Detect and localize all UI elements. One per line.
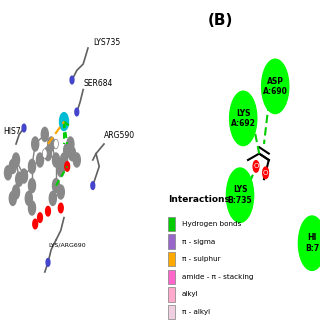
- Circle shape: [48, 137, 55, 151]
- Text: HI
B:7: HI B:7: [305, 234, 319, 253]
- Circle shape: [44, 147, 52, 161]
- Circle shape: [16, 172, 23, 186]
- Circle shape: [67, 137, 74, 151]
- FancyBboxPatch shape: [168, 269, 175, 284]
- Circle shape: [20, 169, 28, 183]
- Circle shape: [12, 153, 20, 167]
- FancyBboxPatch shape: [168, 217, 175, 231]
- Circle shape: [22, 124, 26, 132]
- Circle shape: [28, 179, 36, 193]
- Circle shape: [52, 153, 60, 167]
- Circle shape: [57, 163, 64, 177]
- Text: Hydrogen bonds: Hydrogen bonds: [182, 221, 241, 227]
- Circle shape: [91, 182, 95, 189]
- Circle shape: [28, 159, 36, 173]
- Circle shape: [261, 59, 289, 114]
- Circle shape: [9, 159, 16, 173]
- Circle shape: [298, 216, 320, 270]
- Circle shape: [9, 191, 16, 205]
- Circle shape: [41, 127, 48, 141]
- Circle shape: [4, 166, 12, 180]
- Text: LYS
A:692: LYS A:692: [231, 109, 256, 128]
- Circle shape: [68, 147, 76, 161]
- Text: π - sigma: π - sigma: [182, 239, 215, 244]
- Circle shape: [38, 213, 43, 222]
- Text: π - alkyl: π - alkyl: [182, 309, 210, 315]
- Text: LYS/ARG690: LYS/ARG690: [48, 243, 86, 247]
- Circle shape: [12, 185, 20, 199]
- Circle shape: [54, 139, 58, 149]
- Circle shape: [43, 149, 47, 158]
- Circle shape: [227, 168, 253, 222]
- Circle shape: [73, 153, 80, 167]
- Circle shape: [36, 153, 44, 167]
- Circle shape: [52, 179, 60, 193]
- Circle shape: [75, 108, 79, 116]
- Text: π - sulphur: π - sulphur: [182, 256, 220, 262]
- Circle shape: [46, 259, 50, 266]
- Circle shape: [28, 201, 36, 215]
- Text: (B): (B): [208, 13, 234, 28]
- FancyBboxPatch shape: [168, 305, 175, 319]
- Circle shape: [33, 219, 38, 229]
- Text: O: O: [253, 164, 259, 169]
- FancyBboxPatch shape: [168, 287, 175, 301]
- Text: Interactions: Interactions: [168, 195, 230, 204]
- Text: alkyl: alkyl: [182, 292, 198, 297]
- FancyBboxPatch shape: [168, 234, 175, 249]
- Circle shape: [58, 203, 63, 213]
- Text: O: O: [263, 170, 268, 176]
- Circle shape: [49, 191, 56, 205]
- Text: SER684: SER684: [83, 79, 113, 88]
- Text: LYS
B:735: LYS B:735: [228, 186, 252, 205]
- Circle shape: [263, 167, 268, 179]
- FancyBboxPatch shape: [168, 252, 175, 266]
- Circle shape: [65, 162, 70, 171]
- Circle shape: [32, 137, 39, 151]
- Circle shape: [57, 185, 64, 199]
- Text: ARG590: ARG590: [104, 131, 135, 140]
- Circle shape: [230, 91, 257, 146]
- Circle shape: [60, 113, 68, 131]
- Circle shape: [70, 76, 74, 84]
- Circle shape: [25, 191, 32, 205]
- Circle shape: [64, 143, 71, 157]
- Circle shape: [60, 153, 68, 167]
- Text: LYS735: LYS735: [93, 38, 120, 47]
- Text: HIS7: HIS7: [3, 127, 21, 136]
- Text: amide - π - stacking: amide - π - stacking: [182, 274, 253, 280]
- Circle shape: [46, 206, 51, 216]
- Circle shape: [253, 161, 259, 172]
- Text: ASP
A:690: ASP A:690: [263, 77, 288, 96]
